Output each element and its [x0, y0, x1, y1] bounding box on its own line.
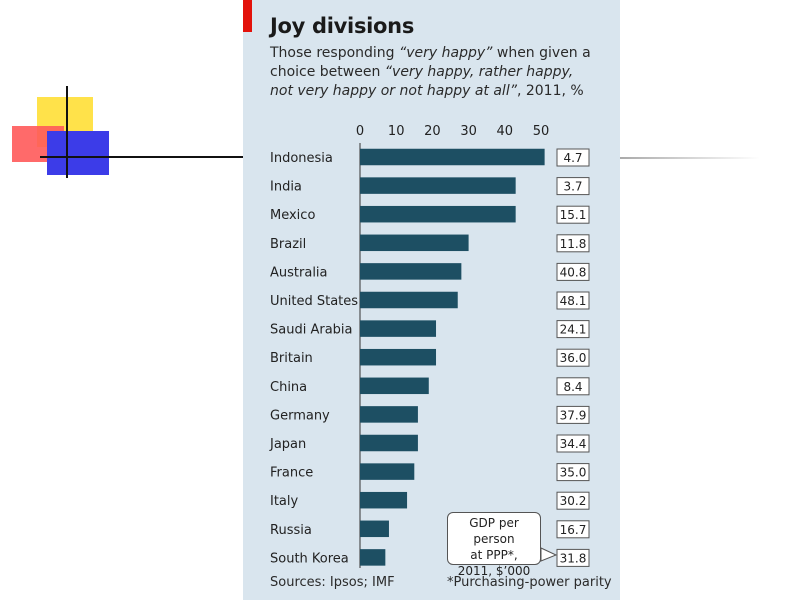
gdp-value-box — [556, 320, 590, 339]
subtitle-quote: “very happy, rather happy, not very happ… — [270, 64, 574, 99]
bar — [360, 320, 437, 337]
category-label: Mexico — [270, 208, 315, 223]
category-label: France — [270, 466, 313, 481]
callout-line: 2011, $’000 — [457, 564, 531, 578]
gdp-value-box — [556, 262, 590, 281]
category-label: Saudi Arabia — [270, 323, 353, 338]
gdp-value-box — [556, 291, 590, 310]
bar — [360, 463, 415, 480]
gdp-value-box — [556, 234, 590, 253]
bar — [360, 291, 458, 309]
red-accent-bar — [243, 0, 252, 32]
callout-line: GDP per person — [469, 516, 519, 546]
category-label: Germany — [270, 408, 330, 423]
category-label: Britain — [270, 351, 313, 366]
deco-vertical-line — [66, 86, 68, 178]
x-tick-label: 30 — [460, 124, 477, 139]
gdp-value-label: 8.4 — [563, 380, 582, 394]
deco-blue-square — [47, 131, 109, 175]
gdp-value-label: 36.0 — [560, 351, 587, 365]
category-label: Australia — [270, 265, 328, 280]
bar — [360, 205, 516, 223]
callout-line: at PPP*, — [470, 548, 518, 562]
gdp-value-box — [556, 491, 590, 510]
subtitle-part: , 2011, % — [516, 83, 584, 99]
gdp-value-label: 30.2 — [560, 494, 587, 508]
category-label: Brazil — [270, 237, 306, 252]
category-label: United States — [270, 294, 358, 309]
callout-pointer — [540, 547, 558, 562]
bar — [360, 491, 408, 509]
category-label: South Korea — [270, 551, 349, 566]
category-label: Japan — [269, 437, 306, 452]
category-label: India — [270, 180, 302, 195]
x-tick-label: 40 — [497, 124, 514, 139]
gdp-value-box — [556, 377, 590, 396]
bar — [360, 148, 545, 166]
bar — [360, 434, 418, 452]
bar — [360, 549, 386, 566]
gdp-value-label: 37.9 — [560, 408, 587, 422]
bar — [360, 520, 389, 538]
gdp-value-label: 16.7 — [560, 523, 587, 537]
gdp-value-label: 3.7 — [563, 180, 582, 194]
gdp-value-box — [556, 434, 590, 453]
gdp-value-label: 11.8 — [560, 237, 587, 251]
bar — [360, 406, 418, 423]
sources-note: Sources: Ipsos; IMF — [270, 575, 395, 590]
gdp-value-label: 35.0 — [560, 466, 587, 480]
gdp-value-box — [556, 148, 590, 167]
bar — [360, 177, 516, 194]
gdp-value-label: 48.1 — [560, 294, 587, 308]
gdp-value-box — [556, 348, 590, 367]
category-label: Indonesia — [270, 151, 333, 166]
chart-subtitle: Those responding “very happy” when given… — [270, 44, 600, 101]
footnote: *Purchasing-power parity — [447, 575, 612, 590]
category-label: Russia — [270, 523, 312, 538]
bar — [360, 348, 437, 366]
gdp-value-box — [556, 463, 590, 482]
gdp-value-box — [556, 205, 590, 224]
bar — [360, 377, 429, 395]
subtitle-quote: “very happy” — [399, 45, 493, 61]
bar — [360, 234, 469, 252]
bar — [360, 263, 462, 280]
x-tick-label: 50 — [533, 124, 550, 139]
subtitle-part: Those responding — [270, 45, 400, 61]
deco-horizontal-line — [40, 156, 250, 158]
gdp-value-label: 34.4 — [560, 437, 587, 451]
gdp-value-box — [556, 548, 590, 567]
x-tick-label: 0 — [356, 124, 364, 139]
gdp-value-label: 4.7 — [563, 151, 582, 165]
gdp-callout: GDP per person at PPP*, 2011, $’000 — [447, 512, 541, 578]
gdp-value-box — [556, 405, 590, 424]
gdp-value-label: 40.8 — [560, 265, 587, 279]
subtitle-part: when given a choice between — [270, 45, 591, 80]
gdp-value-label: 31.8 — [560, 551, 587, 565]
x-tick-label: 20 — [424, 124, 441, 139]
x-tick-label: 10 — [388, 124, 405, 139]
gdp-value-label: 24.1 — [560, 323, 587, 337]
chart-title: Joy divisions — [270, 14, 415, 38]
deco-horizontal-fade-line — [620, 157, 760, 159]
category-label: China — [270, 380, 307, 395]
gdp-value-box — [556, 177, 590, 196]
gdp-value-label: 15.1 — [560, 208, 587, 222]
category-label: Italy — [270, 494, 299, 509]
gdp-value-box — [556, 520, 590, 539]
